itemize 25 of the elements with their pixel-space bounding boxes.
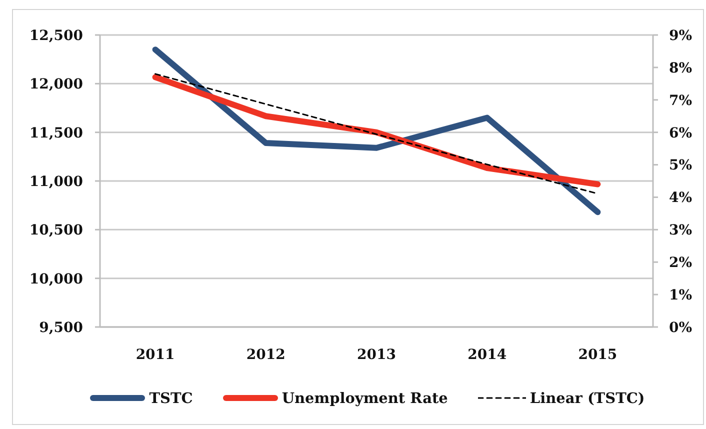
x-tick-label: 2012 <box>246 346 286 363</box>
y2-tick-label: 0% <box>669 320 692 336</box>
y-tick-label: 11,000 <box>29 174 84 190</box>
y2-tick-label: 9% <box>669 28 692 44</box>
y2-tick-label: 6% <box>669 125 692 142</box>
y2-tick-label: 3% <box>669 222 692 239</box>
y-tick-label: 9,500 <box>39 320 84 336</box>
y2-tick-label: 8% <box>669 60 692 76</box>
y2-tick-label: 4% <box>669 190 692 206</box>
legend-label: Linear (TSTC) <box>530 390 645 406</box>
x-tick-label: 2015 <box>578 346 618 363</box>
y-tick-label: 10,000 <box>29 271 84 288</box>
x-tick-label: 2011 <box>136 346 175 363</box>
y-tick-label: 12,000 <box>29 76 84 93</box>
legend-label: Unemployment Rate <box>282 390 448 406</box>
y-tick-label: 12,500 <box>29 28 84 44</box>
y-tick-label: 10,500 <box>29 222 84 239</box>
y-tick-label: 11,500 <box>29 125 84 142</box>
x-tick-label: 2014 <box>468 346 507 363</box>
x-tick-label: 2013 <box>357 346 396 363</box>
y2-tick-label: 5% <box>669 158 692 174</box>
y2-tick-label: 7% <box>669 92 692 109</box>
legend-label: TSTC <box>149 390 193 406</box>
y2-tick-label: 2% <box>669 255 692 272</box>
y2-tick-label: 1% <box>669 288 692 304</box>
